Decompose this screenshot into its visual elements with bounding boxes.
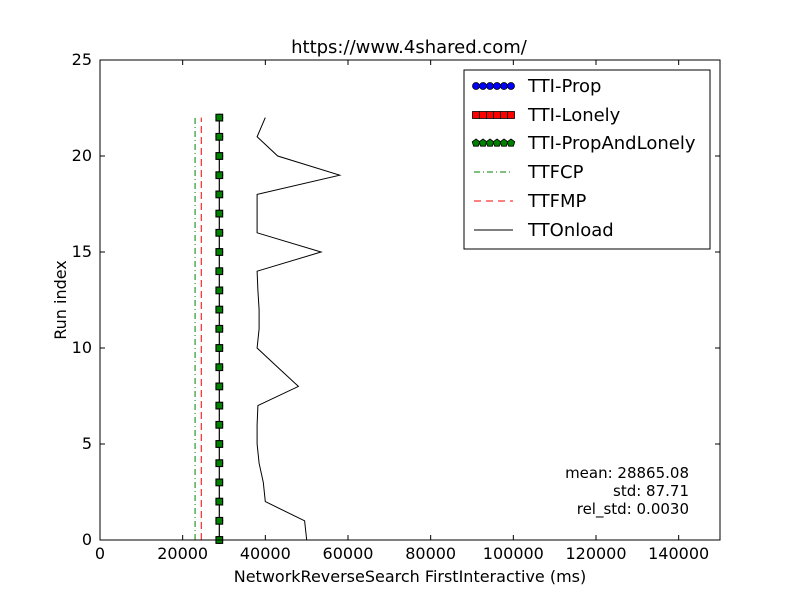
legend-marker [507, 111, 515, 119]
x-tick-label: 80000 [405, 544, 456, 563]
x-tick-label: 140000 [648, 544, 709, 563]
series-tti-propandlonely-point [215, 363, 223, 371]
legend-marker [486, 111, 494, 119]
x-axis: 0 20000 40000 60000 80000 100000 120000 140000 [95, 60, 709, 563]
series-tti-propandlonely-point [215, 209, 223, 218]
legend: TTI-Prop TTI-Lonely TTI-PropAndLonely TTFCP… [463, 69, 711, 250]
series-tti-propandlonely-point [215, 190, 223, 198]
series-tti-propandlonely-point [215, 421, 223, 429]
series-tti-propandlonely-point [215, 382, 223, 391]
legend-marker [493, 111, 501, 119]
series-layer [194, 113, 342, 544]
legend-marker [493, 82, 501, 90]
series-tti-propandlonely-point [215, 478, 223, 487]
series-tti-propandlonely-point [215, 344, 223, 352]
series-tti-propandlonely-point [215, 229, 223, 237]
y-tick-label: 15 [72, 242, 92, 261]
y-tick-label: 20 [72, 146, 92, 165]
legend-label: TTI-Lonely [527, 105, 621, 126]
series-ttonload-line [256, 117, 342, 541]
legend-marker [472, 111, 480, 119]
series-tti-propandlonely-point [215, 459, 223, 467]
series-tti-propandlonely-point [215, 133, 223, 141]
stat-mean: mean: 28865.08 [565, 464, 689, 482]
y-tick-label: 0 [82, 530, 92, 549]
y-tick-label: 5 [82, 434, 92, 453]
plot-frame [99, 59, 721, 541]
series-tti-propandlonely-point [215, 267, 223, 275]
legend-box [463, 69, 711, 250]
series-tti-propandlonely-point [215, 497, 223, 506]
legend-label: TTFCP [527, 162, 584, 183]
legend-label: TTI-PropAndLonely [527, 133, 696, 154]
stats-box: mean: 28865.08 std: 87.71 rel_std: 0.003… [565, 464, 689, 519]
y-tick-label: 10 [72, 338, 92, 357]
legend-label: TTFMP [527, 191, 587, 212]
legend-marker [507, 82, 515, 90]
x-tick-label: 20000 [157, 544, 208, 563]
legend-marker [479, 111, 487, 119]
x-tick-label: 0 [95, 544, 105, 563]
series-tti-propandlonely-point [215, 152, 223, 160]
x-tick-label: 120000 [565, 544, 626, 563]
legend-marker [500, 82, 508, 90]
legend-marker [500, 111, 508, 119]
legend-marker [506, 138, 516, 147]
series-tti-propandlonely-point [215, 440, 223, 448]
y-axis: 0 5 10 15 20 25 [72, 50, 720, 549]
series-tti-propandlonely-point [215, 305, 223, 314]
chart-title: https://www.4shared.com/ [291, 37, 528, 58]
stat-rel-std: rel_std: 0.0030 [577, 500, 689, 519]
legend-label: TTOnload [527, 220, 614, 241]
series-tti-propandlonely-point [215, 248, 223, 256]
series-tti-propandlonely-point [215, 171, 223, 179]
stat-std: std: 87.71 [613, 482, 689, 500]
y-axis-label: Run index [51, 260, 70, 340]
x-axis-label: NetworkReverseSearch FirstInteractive (m… [234, 567, 587, 586]
x-tick-label: 100000 [483, 544, 544, 563]
series-tti-propandlonely-point [215, 517, 223, 525]
x-tick-label: 60000 [323, 544, 374, 563]
series-tti-propandlonely-point [215, 325, 223, 333]
legend-marker [472, 82, 480, 90]
legend-label: TTI-Prop [527, 76, 601, 97]
y-tick-label: 25 [72, 50, 92, 69]
series-tti-propandlonely-point [215, 286, 223, 295]
legend-marker [486, 82, 494, 90]
x-tick-label: 40000 [240, 544, 291, 563]
series-tti-propandlonely-point [215, 114, 223, 122]
series-tti-propandlonely-point [215, 401, 223, 410]
legend-marker [479, 82, 487, 90]
